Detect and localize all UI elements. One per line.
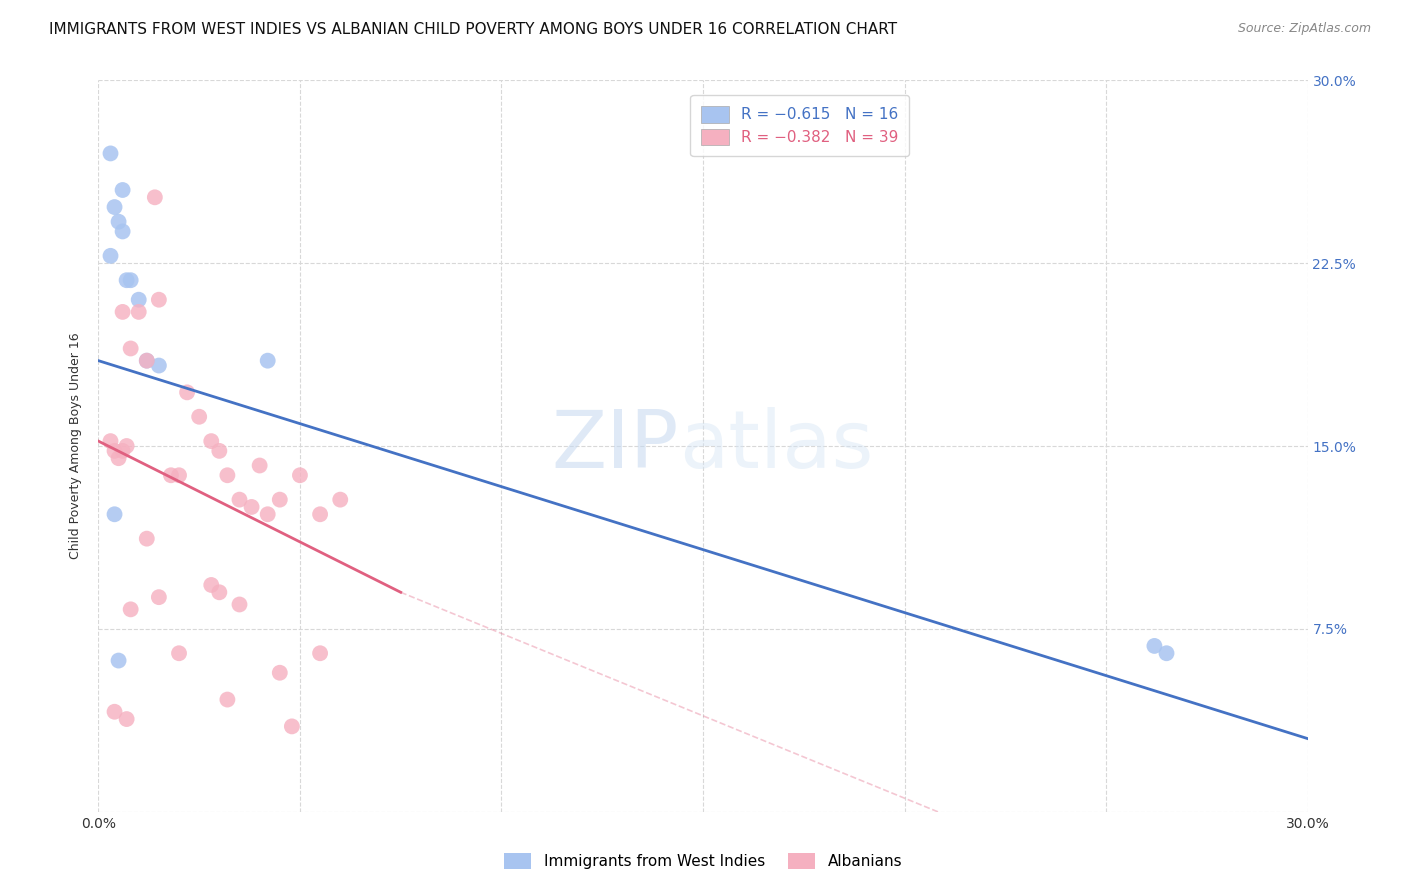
Point — [103, 443, 125, 458]
Point — [1143, 639, 1166, 653]
Point — [208, 585, 231, 599]
Point — [128, 305, 150, 319]
Point — [217, 468, 239, 483]
Point — [228, 598, 250, 612]
Point — [103, 705, 125, 719]
Point — [148, 359, 170, 373]
Point — [309, 508, 332, 522]
Point — [217, 692, 239, 706]
Y-axis label: Child Poverty Among Boys Under 16: Child Poverty Among Boys Under 16 — [69, 333, 83, 559]
Point — [107, 215, 129, 229]
Text: Source: ZipAtlas.com: Source: ZipAtlas.com — [1237, 22, 1371, 36]
Point — [281, 719, 304, 733]
Text: atlas: atlas — [679, 407, 873, 485]
Point — [143, 190, 166, 204]
Point — [269, 492, 291, 507]
Point — [111, 443, 134, 458]
Point — [107, 654, 129, 668]
Point — [160, 468, 183, 483]
Point — [167, 646, 190, 660]
Point — [188, 409, 211, 424]
Point — [111, 305, 134, 319]
Point — [120, 602, 142, 616]
Point — [100, 249, 122, 263]
Point — [100, 146, 122, 161]
Point — [288, 468, 311, 483]
Point — [120, 342, 142, 356]
Point — [148, 293, 170, 307]
Point — [115, 712, 138, 726]
Point — [135, 353, 157, 368]
Point — [176, 385, 198, 400]
Point — [240, 500, 263, 514]
Point — [256, 353, 278, 368]
Point — [1156, 646, 1178, 660]
Point — [100, 434, 122, 449]
Point — [256, 508, 278, 522]
Point — [115, 439, 138, 453]
Point — [120, 273, 142, 287]
Text: ZIP: ZIP — [551, 407, 679, 485]
Point — [115, 273, 138, 287]
Text: IMMIGRANTS FROM WEST INDIES VS ALBANIAN CHILD POVERTY AMONG BOYS UNDER 16 CORREL: IMMIGRANTS FROM WEST INDIES VS ALBANIAN … — [49, 22, 897, 37]
Point — [167, 468, 190, 483]
Point — [309, 646, 332, 660]
Point — [135, 532, 157, 546]
Point — [200, 434, 222, 449]
Point — [269, 665, 291, 680]
Legend: R = −0.615   N = 16, R = −0.382   N = 39: R = −0.615 N = 16, R = −0.382 N = 39 — [690, 95, 908, 156]
Point — [107, 451, 129, 466]
Point — [135, 353, 157, 368]
Point — [200, 578, 222, 592]
Point — [208, 443, 231, 458]
Point — [128, 293, 150, 307]
Point — [249, 458, 271, 473]
Point — [111, 224, 134, 238]
Legend: Immigrants from West Indies, Albanians: Immigrants from West Indies, Albanians — [498, 847, 908, 875]
Point — [111, 183, 134, 197]
Point — [329, 492, 352, 507]
Point — [103, 200, 125, 214]
Point — [228, 492, 250, 507]
Point — [148, 590, 170, 604]
Point — [103, 508, 125, 522]
